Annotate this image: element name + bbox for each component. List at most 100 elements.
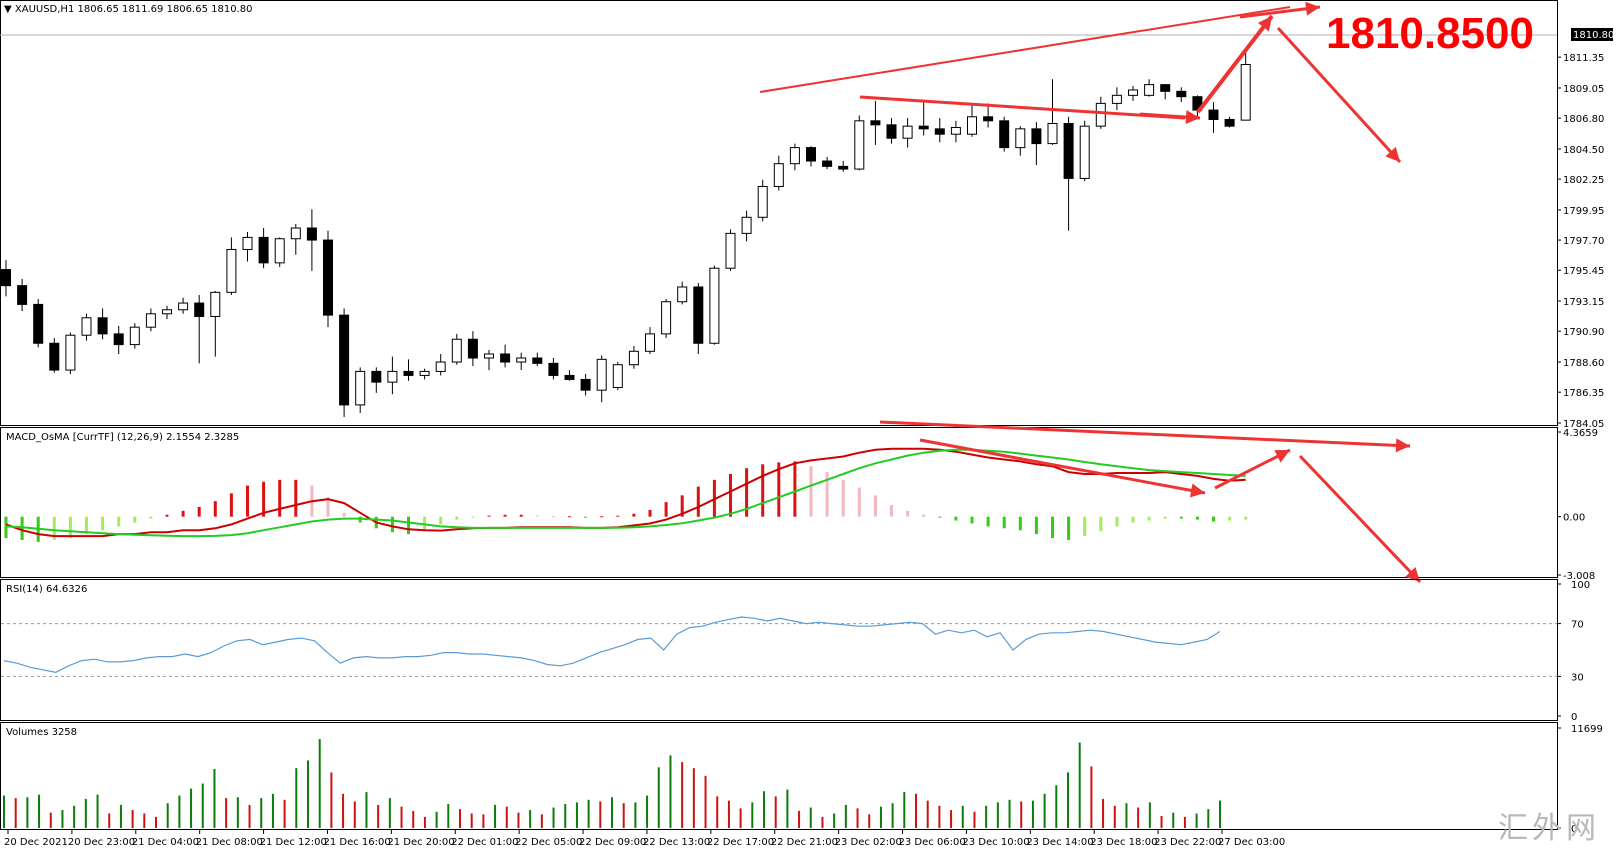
candle (97, 308, 108, 340)
osma-bar (1099, 516, 1103, 532)
time-tick-label: 22 Dec 17:00 (707, 837, 774, 848)
candle (934, 118, 945, 143)
candle (194, 295, 205, 364)
annotation-arrow (1196, 14, 1274, 114)
candle-body (1095, 102, 1106, 127)
arrow-head (1189, 483, 1205, 498)
rsi-tick-label: 0 (1571, 712, 1577, 723)
macd-tick-label: -3.008 (1563, 571, 1595, 582)
candle (210, 291, 221, 357)
osma-bar (390, 516, 394, 533)
candle (741, 210, 752, 242)
candle (886, 118, 897, 144)
candle-body (645, 333, 655, 352)
candle (323, 230, 333, 328)
volume-pane[interactable]: 11699 0 Volumes 3258 (0, 722, 1603, 836)
candle (580, 374, 591, 396)
candle (1144, 79, 1155, 97)
candle (870, 100, 881, 145)
arrow-head (1274, 450, 1290, 463)
main-pane[interactable]: 1811.35 1809.05 1806.80 1804.50 1802.25 1799.… (0, 0, 1614, 431)
candle-body (1063, 122, 1074, 179)
annotation-arrow (1214, 448, 1291, 490)
osma-bar (52, 516, 56, 540)
candle-body (226, 248, 237, 293)
candle (1079, 120, 1090, 182)
rsi-levels (1, 623, 1557, 677)
osma-bar (101, 516, 105, 531)
osma-bar (407, 516, 410, 535)
osma-bar (809, 466, 813, 517)
candle (725, 229, 736, 271)
osma-bar (487, 515, 491, 517)
candle-body (371, 370, 382, 383)
rsi-tick-label: 30 (1571, 672, 1584, 683)
candle-body (274, 238, 285, 264)
candle-body (49, 342, 60, 371)
rsi-pane[interactable]: 100 70 30 0 RSI(14) 64.6326 (0, 579, 1591, 724)
time-tick-label: 23 Dec 22:00 (1154, 837, 1221, 848)
candle (339, 308, 350, 417)
candle (178, 297, 189, 314)
candle-body (387, 370, 398, 383)
arrow-head (1385, 146, 1400, 162)
candle-body (1079, 125, 1090, 179)
macd-pane[interactable]: 4.3659 0.00 -3.008 MACD_OsMA [CurrTF] (12,… (0, 420, 1599, 584)
time-tick-label: 21 Dec 20:00 (387, 837, 454, 848)
price-tick-label: 1804.50 (1563, 145, 1604, 156)
candle (967, 104, 977, 137)
price-tick-label: 1788.60 (1563, 358, 1604, 369)
candle-body (516, 357, 527, 363)
candle (1047, 79, 1058, 145)
current-price-label: 1810.80 (1573, 30, 1614, 41)
volume-tick-label: 0 (1571, 824, 1577, 835)
macd-tick-label: 4.3659 (1563, 428, 1598, 439)
signal-line (5, 448, 1246, 538)
candle-body (451, 338, 462, 363)
price-tick-label: 1786.35 (1563, 388, 1604, 399)
osma-bar (841, 479, 845, 517)
osma-bar (857, 487, 861, 517)
osma-bar (648, 509, 652, 517)
arrow-shaft (1276, 26, 1402, 164)
osma-bar (906, 510, 910, 517)
candle (950, 120, 961, 143)
candle-body (612, 364, 623, 388)
osma-bar (1067, 516, 1071, 540)
time-tick-label: 23 Dec 18:00 (1090, 837, 1157, 848)
candle (403, 359, 414, 381)
symbol-title: ▼ XAUUSD,H1 1806.65 1811.69 1806.65 1810… (4, 4, 252, 15)
time-tick-label: 21 Dec 12:00 (260, 837, 327, 848)
arrow-head (1185, 110, 1200, 125)
candle (355, 367, 366, 413)
candle-body (97, 317, 108, 335)
candle-body (1224, 118, 1235, 127)
candle-body (854, 120, 865, 170)
osma-bar (954, 516, 958, 521)
candle (1015, 126, 1026, 156)
time-tick-label: 27 Dec 03:00 (1218, 837, 1285, 848)
osma-bar (825, 472, 829, 517)
osma-bar (1163, 516, 1167, 519)
price-tick-label: 1795.45 (1563, 266, 1604, 277)
osma-bar (938, 516, 942, 518)
candle (822, 156, 833, 170)
candle-body (709, 267, 720, 344)
candle-body (1160, 84, 1171, 92)
candle-body (806, 147, 816, 162)
candle (999, 116, 1010, 152)
rsi-line (3, 616, 1221, 674)
osma-bar (181, 510, 185, 517)
candle-body (500, 353, 511, 363)
price-tick-label: 1797.70 (1563, 236, 1604, 247)
candle-body (596, 358, 607, 391)
osma-bar (1018, 516, 1022, 531)
osma-bar (85, 516, 88, 535)
osma-bar (117, 516, 121, 527)
price-tick-label: 1806.80 (1563, 114, 1604, 125)
candle-body (403, 370, 414, 376)
candle (902, 118, 913, 148)
